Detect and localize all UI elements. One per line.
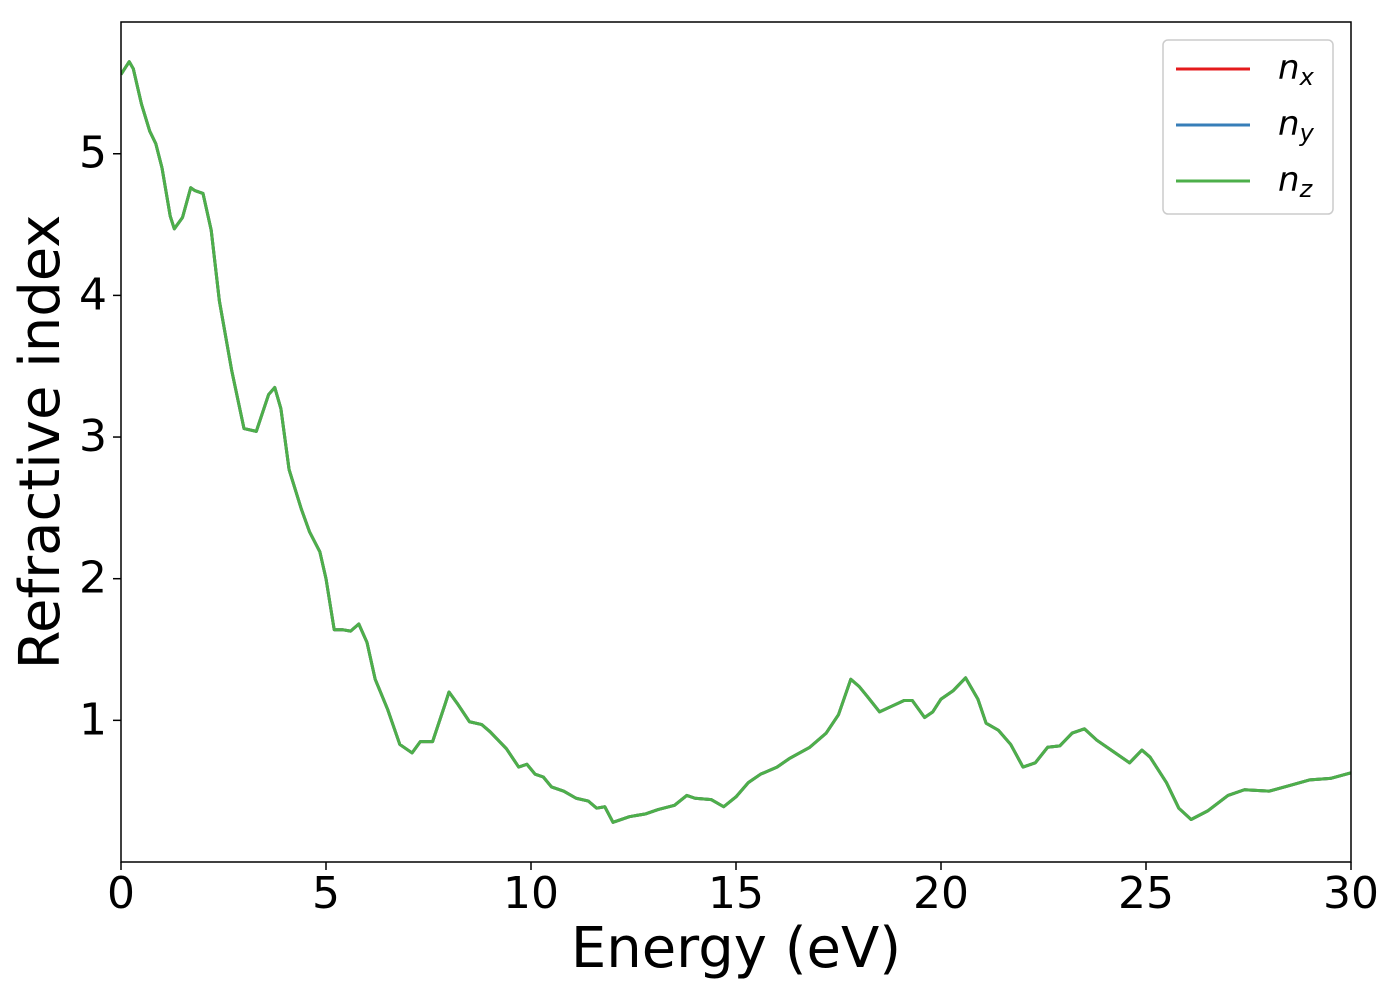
x-tick-label: 25 <box>1118 868 1174 919</box>
x-tick-label: 5 <box>312 868 340 919</box>
y-tick-label: 2 <box>79 553 107 604</box>
y-tick-label: 5 <box>79 128 107 179</box>
y-axis-label: Refractive index <box>8 215 73 670</box>
plot-frame <box>120 21 1352 863</box>
y-tick-label: 4 <box>79 269 107 320</box>
legend-label: nx <box>1278 48 1315 92</box>
x-tick-label: 0 <box>107 868 135 919</box>
legend-label: nz <box>1278 160 1314 204</box>
x-tick-label: 30 <box>1323 868 1379 919</box>
x-tick-label: 10 <box>503 868 559 919</box>
legend-box <box>1162 39 1334 215</box>
legend-label: ny <box>1278 104 1315 148</box>
x-tick-label: 20 <box>913 868 969 919</box>
x-tick-label: 15 <box>708 868 764 919</box>
y-tick-label: 3 <box>79 411 107 462</box>
series-line <box>121 60 1351 824</box>
x-axis-label: Energy (eV) <box>571 916 901 981</box>
y-tick-label: 1 <box>79 694 107 745</box>
